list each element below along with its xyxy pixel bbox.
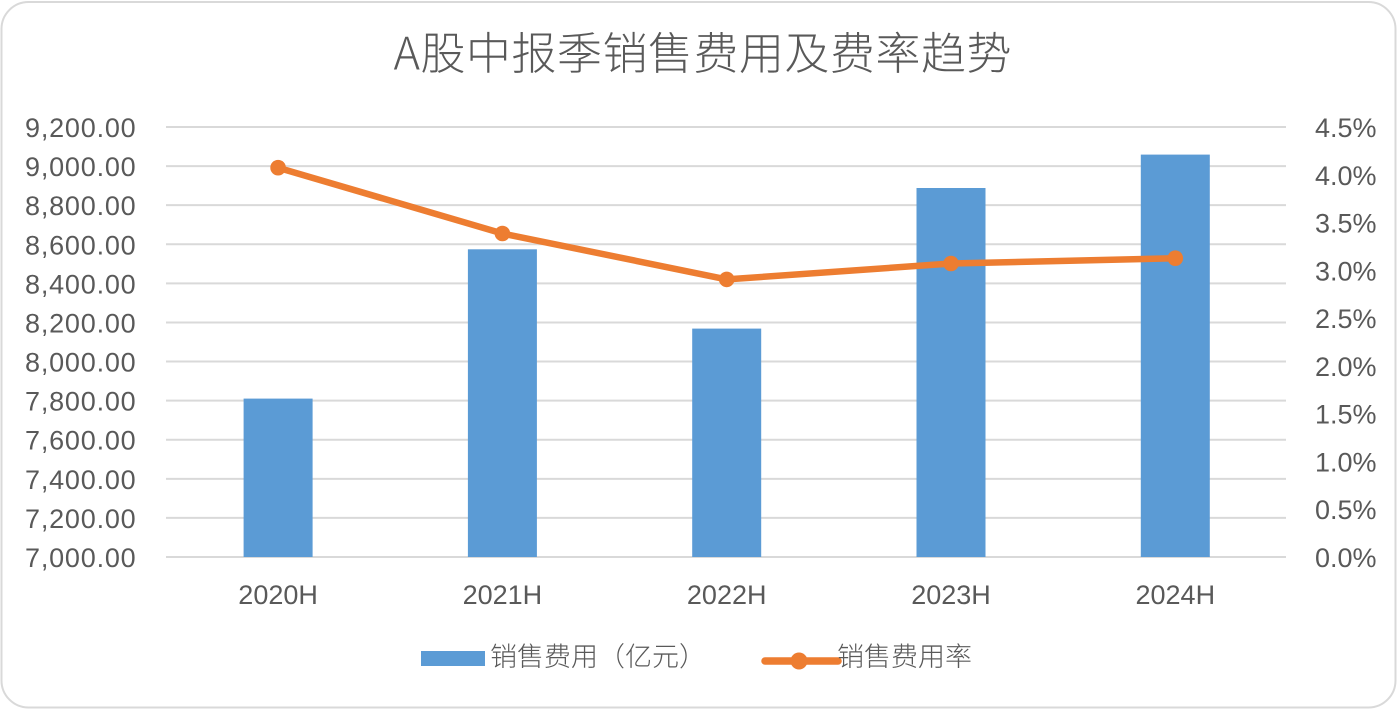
svg-text:8,200.00: 8,200.00: [25, 308, 137, 338]
svg-text:4.0%: 4.0%: [1315, 161, 1377, 191]
svg-text:8,600.00: 8,600.00: [25, 230, 137, 260]
svg-text:2022H: 2022H: [687, 580, 767, 610]
svg-text:2024H: 2024H: [1136, 580, 1216, 610]
svg-text:0.0%: 0.0%: [1315, 543, 1377, 573]
svg-text:3.5%: 3.5%: [1315, 209, 1377, 239]
svg-text:2.5%: 2.5%: [1315, 304, 1377, 334]
svg-text:9,200.00: 9,200.00: [25, 113, 137, 143]
svg-text:8,400.00: 8,400.00: [25, 269, 137, 299]
svg-text:2023H: 2023H: [911, 580, 991, 610]
svg-text:8,800.00: 8,800.00: [25, 191, 137, 221]
svg-text:9,000.00: 9,000.00: [25, 152, 137, 182]
svg-text:7,000.00: 7,000.00: [25, 543, 137, 573]
svg-text:0.5%: 0.5%: [1315, 495, 1377, 525]
svg-text:7,200.00: 7,200.00: [25, 504, 137, 534]
svg-text:8,000.00: 8,000.00: [25, 348, 137, 378]
svg-text:7,400.00: 7,400.00: [25, 465, 137, 495]
svg-text:2020H: 2020H: [238, 580, 318, 610]
svg-text:7,800.00: 7,800.00: [25, 387, 137, 417]
svg-text:4.5%: 4.5%: [1315, 113, 1377, 143]
svg-text:1.0%: 1.0%: [1315, 447, 1377, 477]
svg-text:1.5%: 1.5%: [1315, 400, 1377, 430]
svg-text:7,600.00: 7,600.00: [25, 426, 137, 456]
svg-text:2021H: 2021H: [463, 580, 543, 610]
svg-text:3.0%: 3.0%: [1315, 256, 1377, 286]
svg-text:2.0%: 2.0%: [1315, 352, 1377, 382]
